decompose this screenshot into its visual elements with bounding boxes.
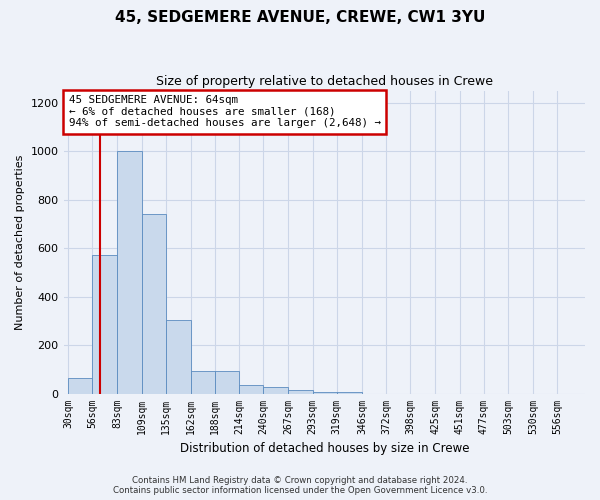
Text: 45 SEDGEMERE AVENUE: 64sqm
← 6% of detached houses are smaller (168)
94% of semi: 45 SEDGEMERE AVENUE: 64sqm ← 6% of detac…: [69, 95, 381, 128]
Bar: [337, 392, 362, 394]
X-axis label: Distribution of detached houses by size in Crewe: Distribution of detached houses by size …: [179, 442, 469, 455]
Title: Size of property relative to detached houses in Crewe: Size of property relative to detached ho…: [156, 75, 493, 88]
Bar: [289, 390, 313, 394]
Bar: [142, 214, 166, 394]
Bar: [215, 370, 239, 394]
Bar: [263, 388, 289, 394]
Bar: [92, 256, 118, 394]
Text: Contains HM Land Registry data © Crown copyright and database right 2024.
Contai: Contains HM Land Registry data © Crown c…: [113, 476, 487, 495]
Y-axis label: Number of detached properties: Number of detached properties: [15, 154, 25, 330]
Bar: [239, 385, 263, 394]
Bar: [166, 320, 191, 394]
Bar: [68, 378, 92, 394]
Text: 45, SEDGEMERE AVENUE, CREWE, CW1 3YU: 45, SEDGEMERE AVENUE, CREWE, CW1 3YU: [115, 10, 485, 25]
Bar: [191, 370, 215, 394]
Bar: [313, 392, 337, 394]
Bar: [118, 151, 142, 394]
